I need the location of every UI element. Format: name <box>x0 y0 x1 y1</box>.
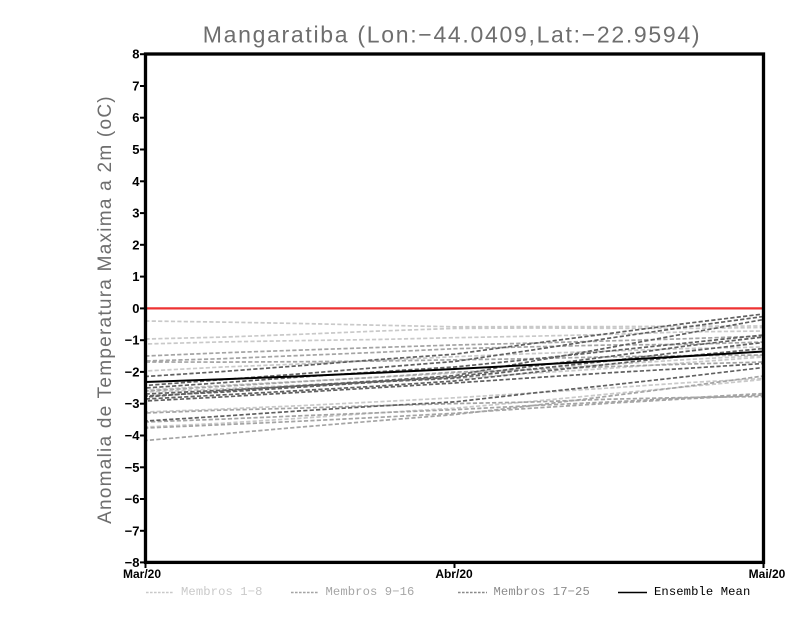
svg-text:0: 0 <box>132 301 139 316</box>
svg-text:Abr/20: Abr/20 <box>435 567 473 581</box>
svg-text:6: 6 <box>132 110 139 125</box>
svg-text:Anomalia de Temperatura Maxima: Anomalia de Temperatura Maxima a 2m (oC) <box>95 95 116 524</box>
svg-text:7: 7 <box>132 79 139 94</box>
svg-text:Membros 17−25: Membros 17−25 <box>494 585 590 599</box>
svg-text:Membros 9−16: Membros 9−16 <box>326 585 415 599</box>
svg-text:5: 5 <box>132 142 139 157</box>
svg-text:−7: −7 <box>125 523 140 538</box>
svg-text:Membros 1−8: Membros 1−8 <box>181 585 263 599</box>
svg-text:Mar/20: Mar/20 <box>123 567 161 581</box>
svg-text:−8: −8 <box>125 555 140 570</box>
svg-text:−2: −2 <box>125 364 140 379</box>
svg-text:−3: −3 <box>125 396 140 411</box>
svg-text:Mangaratiba (Lon:−44.0409,Lat:: Mangaratiba (Lon:−44.0409,Lat:−22.9594) <box>203 22 702 48</box>
svg-text:−5: −5 <box>125 460 140 475</box>
svg-text:1: 1 <box>132 269 139 284</box>
svg-text:2: 2 <box>132 237 139 252</box>
svg-text:−4: −4 <box>125 428 141 443</box>
svg-text:Ensemble Mean: Ensemble Mean <box>654 585 750 599</box>
svg-text:4: 4 <box>132 174 140 189</box>
svg-text:3: 3 <box>132 206 139 221</box>
svg-text:−1: −1 <box>125 333 140 348</box>
svg-text:8: 8 <box>132 47 139 62</box>
svg-text:−6: −6 <box>125 492 140 507</box>
svg-text:Mai/20: Mai/20 <box>749 567 786 581</box>
